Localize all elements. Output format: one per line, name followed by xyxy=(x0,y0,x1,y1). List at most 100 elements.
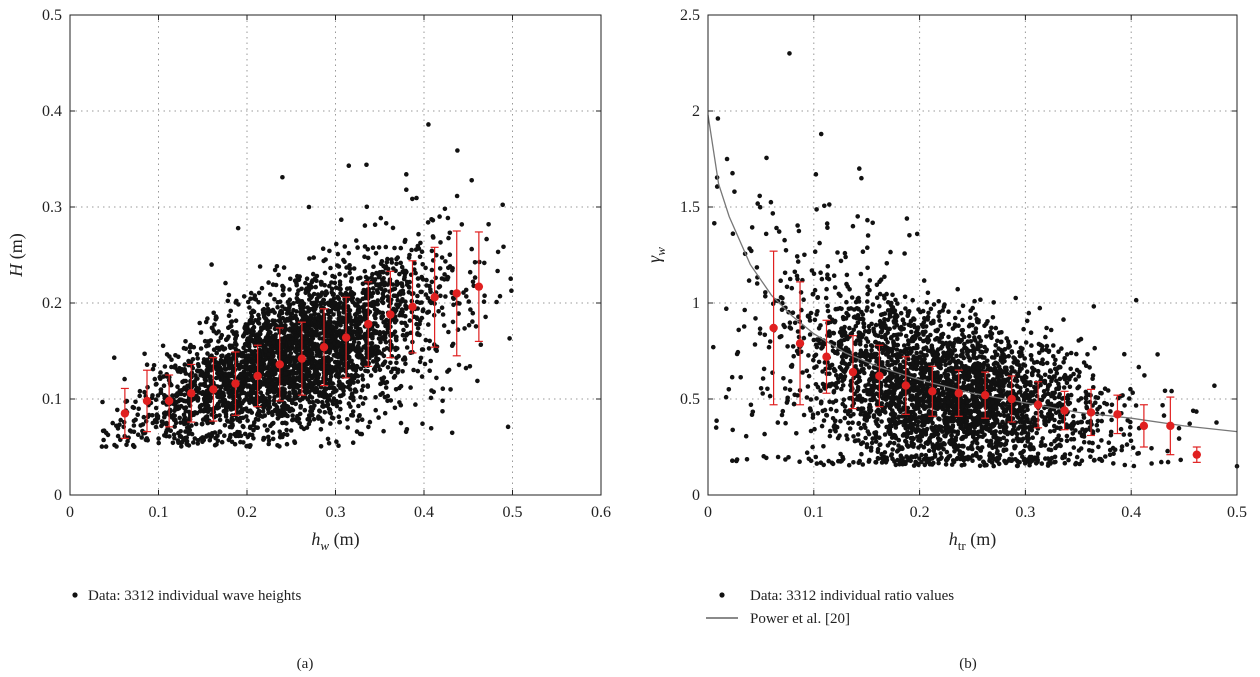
panel-a-data-point xyxy=(482,260,487,266)
panel-a-data-point xyxy=(271,340,277,346)
panel-b-data-point xyxy=(847,325,852,331)
panel-a-data-point xyxy=(260,414,265,419)
panel-a-data-point xyxy=(381,280,386,286)
panel-a-data-point xyxy=(250,326,256,332)
panel-b-data-point xyxy=(801,335,807,341)
panel-a-data-point xyxy=(379,299,385,305)
panel-a-data-point xyxy=(217,417,223,423)
panel-a-data-point xyxy=(288,428,294,433)
panel-a-data-point xyxy=(232,441,238,447)
panel-a-data-point xyxy=(118,417,123,423)
panel-a-data-point xyxy=(404,345,410,350)
panel-a-data-point xyxy=(262,365,268,371)
panel-a-data-point xyxy=(346,250,352,256)
panel-a-data-point xyxy=(267,398,272,404)
panel-a-data-point xyxy=(336,443,341,449)
panel-a-data-point xyxy=(294,296,300,301)
panel-a-data-point xyxy=(470,279,476,285)
panel-a-data-point xyxy=(380,390,385,396)
panel-b-data-point xyxy=(738,375,743,380)
panel-a-data-point xyxy=(446,235,451,241)
panel-a-data-point xyxy=(278,308,284,314)
panel-a-data-point xyxy=(397,385,402,391)
panel-a-data-point xyxy=(404,323,409,329)
panel-a-data-point xyxy=(360,281,366,287)
panel-a-data-point xyxy=(338,286,343,292)
panel-b-data-point xyxy=(812,365,817,371)
panel-a-data-point xyxy=(406,255,412,260)
panel-a-x-tick-label: 0 xyxy=(66,504,74,521)
panel-a-data-point xyxy=(426,322,431,327)
panel-a-data-point xyxy=(227,359,232,365)
panel-b-data-point xyxy=(1067,451,1073,457)
panel-b-data-point xyxy=(850,420,855,426)
panel-a-data-point xyxy=(285,348,290,353)
panel-a-data-point xyxy=(173,405,178,411)
panel-a-data-point xyxy=(374,355,379,361)
panel-b-data-point xyxy=(1022,443,1028,449)
panel-a-data-point xyxy=(327,248,332,254)
panel-b-data-point xyxy=(780,408,786,414)
panel-a-data-point xyxy=(381,353,387,359)
panel-a-data-point xyxy=(265,306,271,312)
panel-a-data-point xyxy=(280,404,285,409)
panel-a-bin-mean xyxy=(319,342,329,352)
panel-a-data-point xyxy=(331,296,337,301)
panel-a-data-point xyxy=(272,310,277,315)
panel-a-data-point xyxy=(237,396,242,401)
panel-a-data-point xyxy=(336,341,341,347)
panel-a-data-point xyxy=(160,343,166,349)
panel-a-data-point xyxy=(349,391,355,397)
panel-b-data-point xyxy=(1155,352,1160,357)
panel-a-data-point xyxy=(131,405,137,411)
panel-a-data-point xyxy=(450,266,455,271)
panel-b-data-point xyxy=(1130,445,1136,451)
panel-a-data-point xyxy=(137,393,142,399)
panel-a-data-point xyxy=(187,349,193,355)
panel-a-data-point xyxy=(436,309,441,314)
panel-b-data-point xyxy=(762,332,768,338)
panel-a-data-point xyxy=(256,321,262,326)
panel-a-data-point xyxy=(346,401,352,406)
panel-a-data-point xyxy=(430,234,436,239)
panel-a-data-point xyxy=(199,421,205,427)
panel-a-data-point xyxy=(338,347,344,353)
panel-a-data-point xyxy=(343,367,348,373)
panel-a-data-point xyxy=(223,404,228,409)
panel-b-data-point xyxy=(1065,399,1070,405)
panel-a-data-point xyxy=(314,398,320,404)
panel-b-data-point xyxy=(996,461,1002,467)
panel-a-scatter-cloud xyxy=(99,122,514,450)
panel-a-data-point xyxy=(230,400,235,406)
panel-a-x-tick-label: 0.4 xyxy=(414,504,434,521)
panel-a-data-point xyxy=(373,251,379,256)
panel-a-data-point xyxy=(321,297,327,303)
panel-a-data-point xyxy=(103,444,109,449)
panel-a-data-point xyxy=(233,300,238,305)
panel-a-data-point xyxy=(445,369,450,374)
panel-b-data-point xyxy=(770,211,776,216)
panel-b-data-point xyxy=(867,378,872,383)
panel-a-data-point xyxy=(429,248,435,254)
panel-a-data-point xyxy=(391,266,396,271)
panel-a-data-point xyxy=(335,360,340,366)
panel-a-data-point xyxy=(354,238,359,243)
panel-a-data-point xyxy=(445,215,451,221)
panel-a-data-point xyxy=(332,333,338,339)
panel-b-data-point xyxy=(1169,388,1174,394)
panel-a-data-point xyxy=(162,364,168,369)
panel-a-data-point xyxy=(473,324,479,329)
panel-a-data-point xyxy=(320,363,326,369)
panel-a-bin-mean xyxy=(142,396,152,406)
panel-a-data-point xyxy=(220,393,226,398)
panel-a-data-point xyxy=(280,283,285,289)
panel-b-data-point xyxy=(1037,350,1042,356)
panel-a-data-point xyxy=(373,315,378,321)
panel-a-data-point xyxy=(402,355,408,360)
panel-a-data-point xyxy=(429,217,434,222)
panel-a-data-point xyxy=(194,368,200,374)
panel-b-data-point xyxy=(946,334,951,340)
panel-a-data-point xyxy=(326,441,332,446)
panel-a-data-point xyxy=(392,373,398,379)
panel-a-data-point xyxy=(310,405,315,411)
